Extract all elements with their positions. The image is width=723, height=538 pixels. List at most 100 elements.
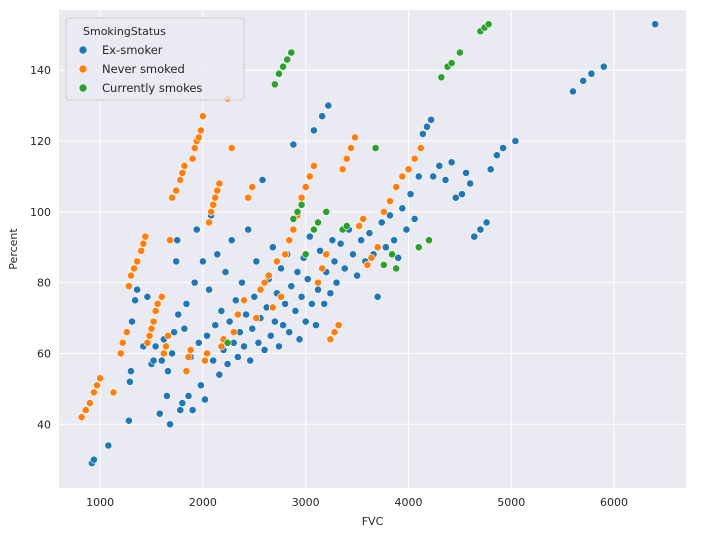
data-point bbox=[435, 161, 444, 170]
data-point bbox=[462, 168, 470, 177]
data-point bbox=[410, 154, 419, 163]
data-point bbox=[201, 395, 209, 404]
data-point bbox=[410, 215, 419, 223]
data-point bbox=[416, 144, 425, 152]
data-point bbox=[386, 197, 394, 206]
data-point bbox=[373, 292, 382, 301]
data-point bbox=[205, 285, 213, 294]
data-point bbox=[414, 172, 423, 181]
data-point bbox=[511, 137, 520, 145]
x-tick-label: 6000 bbox=[600, 496, 628, 509]
data-point bbox=[225, 317, 234, 326]
data-point bbox=[270, 317, 279, 326]
x-tick-labels: 1000 2000 3000 4000 5000 6000 bbox=[86, 496, 628, 509]
data-point bbox=[371, 144, 380, 152]
data-point bbox=[285, 236, 294, 245]
data-point bbox=[85, 399, 94, 407]
data-point bbox=[250, 292, 259, 301]
data-point bbox=[328, 236, 337, 245]
data-point bbox=[289, 140, 298, 149]
data-point bbox=[161, 342, 170, 351]
data-point bbox=[240, 296, 248, 305]
data-point bbox=[314, 218, 322, 227]
data-point bbox=[172, 257, 181, 266]
data-point bbox=[451, 193, 460, 202]
data-point bbox=[168, 349, 176, 358]
data-point bbox=[194, 338, 203, 347]
data-point bbox=[367, 253, 376, 262]
data-point bbox=[437, 73, 446, 82]
data-point bbox=[209, 356, 218, 365]
data-point bbox=[398, 204, 407, 213]
data-point bbox=[353, 271, 361, 280]
data-point bbox=[182, 367, 191, 376]
data-point bbox=[359, 215, 368, 223]
data-point bbox=[215, 179, 224, 188]
data-point bbox=[427, 115, 435, 124]
data-point bbox=[351, 133, 359, 142]
data-point bbox=[155, 409, 164, 418]
data-point bbox=[492, 151, 501, 160]
data-point bbox=[116, 349, 125, 358]
data-point bbox=[466, 179, 475, 188]
data-point bbox=[205, 218, 213, 227]
data-point bbox=[213, 250, 222, 259]
data-point bbox=[194, 133, 203, 142]
data-point bbox=[285, 328, 294, 337]
data-point bbox=[307, 299, 316, 308]
data-point bbox=[599, 62, 608, 71]
data-point bbox=[118, 338, 127, 347]
data-point bbox=[180, 161, 189, 170]
data-point bbox=[153, 299, 162, 308]
data-point bbox=[310, 126, 318, 135]
data-point bbox=[303, 275, 312, 283]
data-point bbox=[377, 218, 386, 227]
data-point bbox=[340, 264, 349, 273]
data-point bbox=[176, 176, 185, 184]
data-point bbox=[126, 377, 134, 386]
data-point bbox=[273, 257, 281, 266]
data-point bbox=[392, 183, 401, 191]
data-point bbox=[355, 222, 364, 230]
data-point bbox=[373, 243, 382, 252]
legend-title: SmokingStatus bbox=[83, 25, 166, 38]
data-point bbox=[127, 367, 135, 376]
data-point bbox=[455, 48, 464, 57]
data-point bbox=[244, 225, 253, 234]
data-point bbox=[260, 346, 269, 354]
data-point bbox=[124, 416, 133, 425]
data-point bbox=[268, 303, 277, 312]
data-point bbox=[149, 317, 158, 326]
data-point bbox=[248, 183, 257, 191]
legend-label: Never smoked bbox=[102, 62, 185, 76]
data-point bbox=[363, 261, 372, 269]
data-point bbox=[379, 207, 388, 216]
data-point bbox=[173, 236, 182, 245]
data-point bbox=[131, 296, 139, 305]
data-point bbox=[277, 264, 285, 273]
data-point bbox=[402, 225, 411, 234]
data-point bbox=[301, 183, 310, 191]
data-point bbox=[164, 331, 172, 340]
data-point bbox=[347, 144, 355, 152]
data-point bbox=[275, 342, 283, 351]
data-point bbox=[159, 349, 168, 358]
data-point bbox=[394, 253, 403, 262]
data-point bbox=[281, 250, 290, 259]
data-point bbox=[151, 307, 160, 315]
legend: SmokingStatus Ex-smoker Never smoked Curre… bbox=[65, 17, 245, 101]
x-tick-label: 2000 bbox=[189, 496, 217, 509]
data-point bbox=[295, 335, 304, 344]
data-point bbox=[291, 307, 300, 315]
data-point bbox=[318, 112, 327, 121]
data-point bbox=[124, 282, 133, 291]
data-point bbox=[281, 299, 290, 308]
y-tick-label: 140 bbox=[30, 64, 51, 77]
legend-label: Ex-smoker bbox=[102, 43, 163, 57]
data-point bbox=[579, 76, 588, 85]
data-point bbox=[163, 392, 171, 400]
data-point bbox=[336, 239, 345, 248]
data-point bbox=[127, 271, 135, 280]
data-point bbox=[326, 289, 335, 298]
data-point bbox=[301, 317, 310, 326]
